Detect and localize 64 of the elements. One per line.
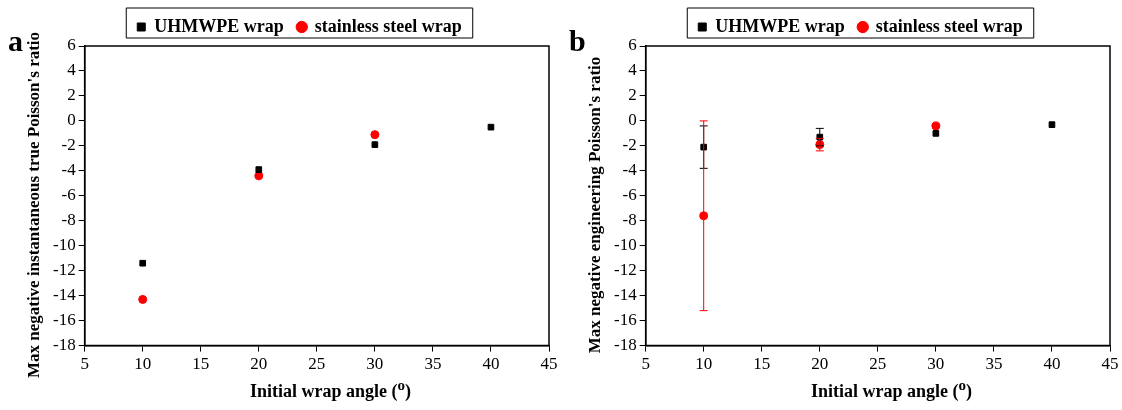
x-tick-label: 15 xyxy=(192,354,210,374)
y-tick-label: -18 xyxy=(613,335,637,355)
y-tick-label: -8 xyxy=(622,210,637,230)
y-tick-label: 6 xyxy=(67,35,76,55)
y-tick-label: 6 xyxy=(628,35,637,55)
y-tick-label: -14 xyxy=(613,285,638,305)
y-tick-label: -12 xyxy=(52,260,76,280)
x-axis-title: Initial wrap angle ($^{o}$) xyxy=(810,377,973,402)
y-axis-title: Max negative engineering Poisson's ratio xyxy=(585,55,605,356)
point xyxy=(255,166,263,173)
y-tick-label: -8 xyxy=(61,210,76,230)
chart-title: a xyxy=(8,24,23,58)
x-axis-title: Initial wrap angle ($^{o}$) xyxy=(249,377,412,402)
y-tick-label: -6 xyxy=(622,185,637,205)
x-tick-label: 35 xyxy=(424,354,442,374)
y-tick-label: -2 xyxy=(622,135,637,155)
x-tick-label: 30 xyxy=(927,354,945,374)
point xyxy=(370,130,380,140)
x-tick-label: 30 xyxy=(366,354,384,374)
point xyxy=(138,294,148,304)
y-tick-label: -12 xyxy=(613,260,637,280)
point xyxy=(139,259,147,267)
y-tick-label: -10 xyxy=(613,235,637,255)
y-axis-title: Max negative instantaneous true Poisson's ratio xyxy=(24,30,44,381)
y-tick-label: -10 xyxy=(52,235,76,255)
point xyxy=(487,123,495,131)
y-tick-label: -4 xyxy=(622,160,638,180)
x-tick-label: 5 xyxy=(80,354,89,374)
y-tick-label: 2 xyxy=(67,85,76,105)
x-tick-label: 45 xyxy=(540,354,558,374)
x-tick-label: 35 xyxy=(985,354,1003,374)
point xyxy=(1048,121,1056,128)
y-tick-label: -18 xyxy=(52,335,76,355)
chart-title: b xyxy=(569,24,586,58)
y-tick-label: 4 xyxy=(67,60,77,80)
x-tick-label: 5 xyxy=(641,354,650,374)
y-tick-label: -4 xyxy=(61,160,77,180)
point xyxy=(932,130,940,137)
point xyxy=(699,211,709,221)
x-tick-label: 25 xyxy=(869,354,887,374)
y-tick-label: 0 xyxy=(628,110,637,130)
y-tick-label: 0 xyxy=(67,110,76,130)
x-tick-label: 15 xyxy=(753,354,771,374)
x-tick-label: 20 xyxy=(811,354,829,374)
legend-label: stainless steel wrap xyxy=(314,15,462,36)
x-tick-label: 25 xyxy=(308,354,326,374)
x-tick-label: 40 xyxy=(1043,354,1061,374)
y-tick-label: -2 xyxy=(61,135,76,155)
y-tick-label: -16 xyxy=(52,310,76,330)
y-tick-label: -16 xyxy=(613,310,637,330)
y-tick-label: -14 xyxy=(52,285,77,305)
x-tick-label: 10 xyxy=(134,354,152,374)
legend-label: UHMWPE wrap xyxy=(154,15,284,36)
point xyxy=(371,141,379,148)
y-tick-label: 2 xyxy=(628,85,637,105)
x-tick-label: 40 xyxy=(482,354,500,374)
legend-label: stainless steel wrap xyxy=(875,15,1023,36)
y-tick-label: -6 xyxy=(61,185,76,205)
point xyxy=(931,121,941,131)
x-tick-label: 10 xyxy=(695,354,713,374)
x-tick-label: 45 xyxy=(1101,354,1119,374)
x-tick-label: 20 xyxy=(250,354,268,374)
legend-label: UHMWPE wrap xyxy=(715,15,845,36)
y-tick-label: 4 xyxy=(628,60,638,80)
